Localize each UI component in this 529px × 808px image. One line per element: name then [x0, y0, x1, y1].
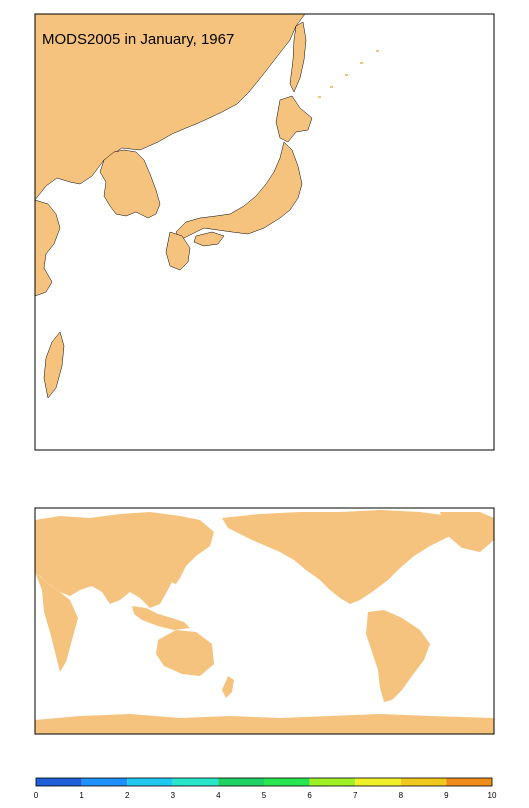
colorbar-tick-label: 7	[353, 791, 358, 800]
colorbar-segment	[355, 778, 401, 786]
colorbar-tick-label: 4	[216, 791, 221, 800]
colorbar-segment	[81, 778, 128, 786]
maritime-continent-landmass	[132, 606, 190, 630]
colorbar-tick-label: 0	[34, 791, 39, 800]
sakhalin-landmass	[289, 21, 307, 93]
asia-mainland-landmass	[35, 14, 306, 201]
japan-global-landmass	[170, 562, 186, 584]
regional-map-title: MODS2005 in January, 1967	[42, 31, 234, 48]
taiwan-landmass	[43, 331, 65, 399]
china-coast-landmass	[35, 199, 61, 297]
colorbar-tick-label: 1	[79, 791, 84, 800]
colorbar-tick-label: 8	[399, 791, 404, 800]
colorbar: 0 1 2 3 4 5 6 7 8 9 10	[34, 777, 497, 800]
colorbar-segment	[127, 778, 173, 786]
colorbar-tick-label: 5	[262, 791, 267, 800]
greenland-landmass	[440, 512, 494, 552]
colorbar-segment	[172, 778, 219, 786]
south-america-landmass	[366, 610, 430, 702]
colorbar-tick-label: 10	[488, 791, 497, 800]
colorbar-segment	[218, 778, 264, 786]
colorbar-tick-label: 9	[444, 791, 449, 800]
shikoku-landmass	[193, 231, 225, 247]
kyushu-landmass	[165, 231, 191, 271]
global-map-frame	[34, 507, 495, 735]
global-map	[34, 507, 495, 735]
australia-landmass	[156, 630, 214, 676]
colorbar-frame	[35, 777, 493, 787]
colorbar-segment	[446, 778, 492, 786]
new-zealand-landmass	[222, 676, 234, 698]
korean-peninsula-landmass	[99, 149, 161, 219]
antarctica-landmass	[35, 714, 494, 734]
hokkaido-landmass	[275, 95, 313, 143]
regional-map: MODS2005 in January, 1967	[34, 13, 495, 451]
honshu-landmass	[175, 141, 303, 241]
north-america-landmass	[222, 510, 460, 604]
eurasia-landmass	[35, 512, 214, 608]
africa-landmass	[35, 572, 78, 672]
colorbar-tick-label: 6	[307, 791, 312, 800]
colorbar-segment	[400, 778, 447, 786]
regional-map-frame	[34, 13, 495, 451]
colorbar-segment	[309, 778, 356, 786]
colorbar-segment	[36, 778, 82, 786]
colorbar-segment	[264, 778, 310, 786]
colorbar-tick-label: 2	[125, 791, 130, 800]
colorbar-tick-label: 3	[171, 791, 176, 800]
